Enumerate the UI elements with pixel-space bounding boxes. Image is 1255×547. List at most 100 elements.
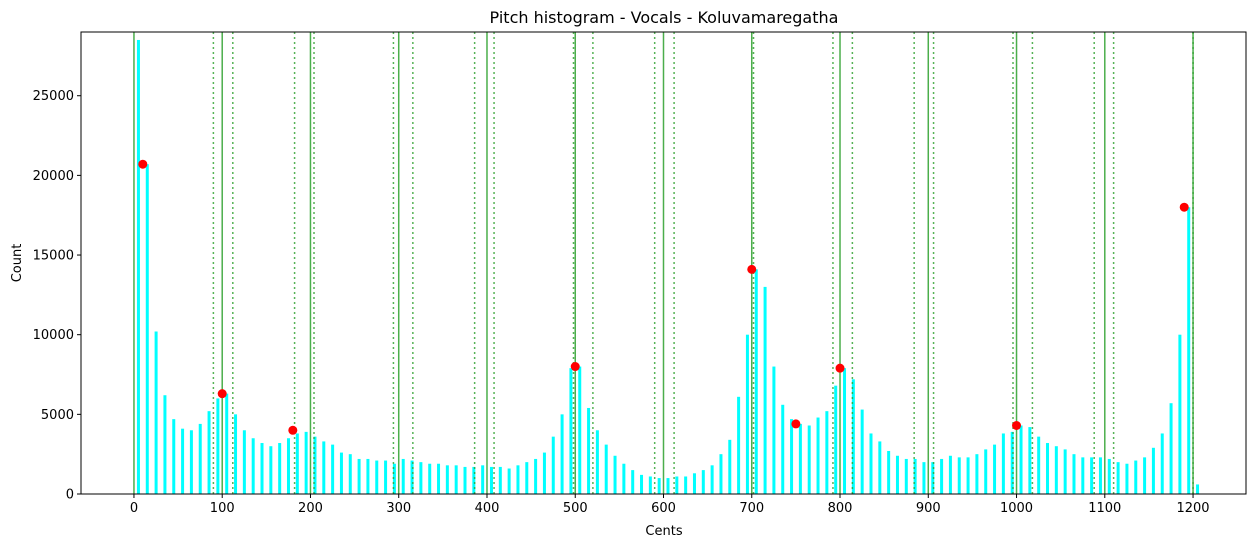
histogram-bar — [454, 465, 458, 494]
x-tick-label: 0 — [130, 501, 138, 516]
chart-title: Pitch histogram - Vocals - Koluvamaregat… — [490, 8, 839, 27]
histogram-bar — [375, 460, 379, 494]
histogram-bar — [781, 404, 785, 494]
y-tick-label: 15000 — [33, 249, 74, 264]
histogram-bar — [1090, 457, 1094, 494]
axes: 0 100 200 300 400 500 600 700 800 900 1000 1100 1200… — [33, 31, 1247, 516]
histogram-bar — [843, 368, 847, 494]
peak-marker — [835, 363, 845, 373]
x-tick-label: 400 — [475, 501, 500, 516]
histogram-bar — [1046, 443, 1050, 494]
y-tick-label: 0 — [66, 488, 74, 503]
histogram-bar — [154, 331, 158, 494]
histogram-bar — [401, 458, 405, 494]
histogram-bar — [684, 476, 688, 494]
histogram-bar — [931, 462, 935, 494]
x-axis-label: Cents — [645, 524, 682, 539]
peak-marker — [1012, 420, 1022, 430]
histogram-bar — [198, 423, 202, 494]
histogram-bar — [1107, 458, 1111, 494]
histogram-bar — [834, 385, 838, 494]
reference-lines — [133, 32, 1194, 494]
histogram-bar — [869, 433, 873, 494]
peak-marker — [288, 425, 298, 435]
histogram-bar — [286, 438, 290, 494]
histogram-bar — [878, 441, 882, 494]
histogram-bar — [790, 419, 794, 494]
histogram-bar — [225, 393, 229, 494]
peak-markers — [138, 159, 1189, 435]
histogram-bar — [895, 455, 899, 494]
y-tick-label: 5000 — [41, 408, 74, 423]
y-axis-label: Count — [10, 244, 25, 283]
histogram-bar — [1125, 463, 1129, 494]
histogram-bars — [136, 39, 1200, 495]
x-tick-label: 200 — [298, 501, 323, 516]
histogram-bar — [339, 452, 343, 494]
histogram-bar — [463, 466, 467, 494]
x-tick-label: 1000 — [1000, 501, 1033, 516]
histogram-bar — [1160, 433, 1164, 494]
histogram-bar — [913, 458, 917, 494]
histogram-bar — [604, 444, 608, 494]
x-tick-label: 600 — [651, 501, 676, 516]
x-tick-label: 800 — [828, 501, 853, 516]
histogram-bar — [384, 460, 388, 494]
histogram-bar — [207, 411, 211, 494]
histogram-bar — [754, 269, 758, 494]
histogram-bar — [269, 446, 273, 494]
histogram-bar — [278, 443, 282, 494]
histogram-bar — [772, 366, 776, 494]
histogram-bar — [816, 417, 820, 494]
histogram-bar — [189, 430, 193, 494]
peak-marker — [570, 362, 580, 372]
histogram-bar — [860, 409, 864, 494]
histogram-bar — [692, 473, 696, 494]
histogram-bar — [578, 366, 582, 494]
y-tick-label: 10000 — [33, 328, 74, 343]
histogram-bar — [719, 454, 723, 494]
x-tick-label: 900 — [916, 501, 941, 516]
histogram-bar — [1187, 207, 1191, 494]
histogram-bar — [1019, 425, 1023, 494]
histogram-bar — [975, 454, 979, 494]
histogram-bar — [295, 433, 299, 494]
histogram-bar — [648, 476, 652, 494]
histogram-bar — [904, 458, 908, 494]
histogram-bar — [542, 452, 546, 494]
histogram-bar — [392, 463, 396, 494]
histogram-bar — [560, 414, 564, 494]
histogram-bar — [1081, 457, 1085, 494]
histogram-bar — [534, 458, 538, 494]
peak-marker — [791, 419, 801, 429]
x-tick-label: 500 — [563, 501, 588, 516]
histogram-bar — [481, 465, 485, 494]
histogram-bar — [569, 368, 573, 494]
histogram-bar — [993, 444, 997, 494]
histogram-bar — [551, 436, 555, 494]
histogram-bar — [922, 462, 926, 494]
histogram-bar — [1143, 457, 1147, 494]
histogram-bar — [940, 458, 944, 494]
histogram-bar — [966, 457, 970, 494]
histogram-bar — [516, 465, 520, 494]
histogram-bar — [1169, 403, 1173, 494]
histogram-bar — [251, 438, 255, 494]
histogram-bar — [313, 436, 317, 494]
histogram-bar — [675, 476, 679, 494]
x-tick-label: 100 — [210, 501, 235, 516]
histogram-bar — [666, 478, 670, 494]
peak-marker — [138, 159, 148, 169]
x-tick-label: 1100 — [1088, 501, 1121, 516]
histogram-bar — [348, 454, 352, 494]
histogram-bar — [763, 286, 767, 494]
histogram-bar — [498, 466, 502, 494]
histogram-bar — [172, 419, 176, 494]
peak-marker — [1179, 202, 1189, 212]
histogram-bar — [1098, 457, 1102, 494]
peak-marker — [747, 264, 757, 274]
histogram-bar — [984, 449, 988, 494]
histogram-bar — [216, 398, 220, 494]
histogram-bar — [181, 428, 185, 494]
